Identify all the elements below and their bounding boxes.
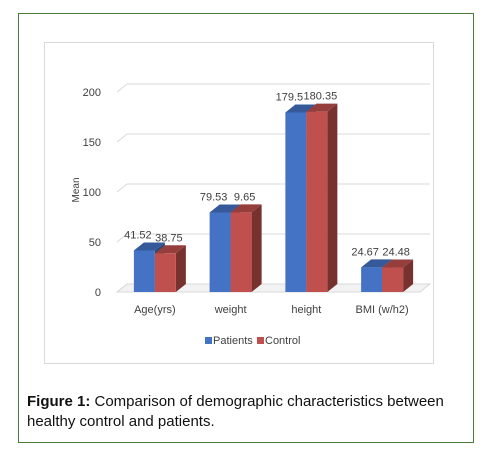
bar-top-control — [382, 259, 414, 268]
legend-label-control: Control — [265, 335, 300, 347]
data-label: 24.48 — [382, 247, 410, 259]
bar-patients — [361, 267, 383, 292]
bar-top-control — [230, 204, 262, 213]
grid-line-side — [116, 183, 128, 193]
bar-patients — [209, 212, 231, 292]
data-label: 41.52 — [124, 229, 152, 241]
legend-label-patients: Patients — [213, 335, 253, 347]
grid-lines — [115, 83, 432, 293]
data-label: 9.65 — [234, 191, 255, 203]
y-tick-label: 100 — [83, 187, 101, 199]
bar-top-control — [154, 245, 186, 254]
bar-top-patients — [209, 204, 241, 213]
y-axis-label: Mean — [71, 177, 82, 202]
y-tick-label: 200 — [83, 87, 101, 99]
caption-text: Comparison of demographic characteristic… — [27, 393, 444, 430]
bar-top-patients — [361, 259, 393, 268]
data-label: 180.35 — [304, 91, 338, 103]
x-tick-label: weight — [214, 304, 247, 316]
x-tick-label: Age(yrs) — [134, 304, 176, 316]
bar-control — [382, 267, 404, 292]
grid-line-side — [116, 133, 128, 143]
y-tick-label: 0 — [95, 287, 101, 299]
grid-line-side — [116, 83, 128, 93]
y-tick-label: 50 — [89, 237, 101, 249]
caption-label: Figure 1: — [27, 393, 91, 410]
bar-top-control — [306, 103, 338, 112]
bars — [133, 103, 414, 293]
chart-area — [44, 42, 434, 364]
bar-top-patients — [133, 242, 165, 251]
x-tick-label: BMI (w/h2) — [356, 304, 409, 316]
x-axis-ticks: Age(yrs) weight height BMI (w/h2) — [134, 304, 409, 316]
data-label: 79.53 — [200, 191, 228, 203]
bar-control — [306, 111, 328, 293]
data-label: 24.67 — [351, 246, 379, 258]
bar-side-control — [175, 245, 186, 292]
data-labels: 41.52 38.75 79.53 9.65 179.5 180.35 24.67 24.48 — [124, 91, 410, 259]
bar-patients — [285, 112, 307, 292]
bar-patients — [133, 250, 155, 292]
bar-side-control — [251, 204, 262, 292]
legend-swatch-patients — [205, 337, 212, 344]
data-label: 179.5 — [276, 92, 304, 104]
data-label: 38.75 — [155, 232, 183, 244]
grid-line-side — [116, 233, 128, 243]
y-tick-label: 150 — [83, 137, 101, 149]
figure-caption: Figure 1: Comparison of demographic char… — [27, 392, 457, 432]
bar-side-control — [403, 259, 414, 292]
y-axis-ticks: 0 50 100 150 200 — [83, 87, 101, 299]
bar-side-control — [327, 103, 338, 293]
legend-swatch-control — [257, 337, 264, 344]
x-tick-label: height — [291, 304, 321, 316]
bar-control — [230, 212, 252, 292]
legend: Patients Control — [205, 335, 300, 347]
bar-control — [154, 253, 176, 292]
